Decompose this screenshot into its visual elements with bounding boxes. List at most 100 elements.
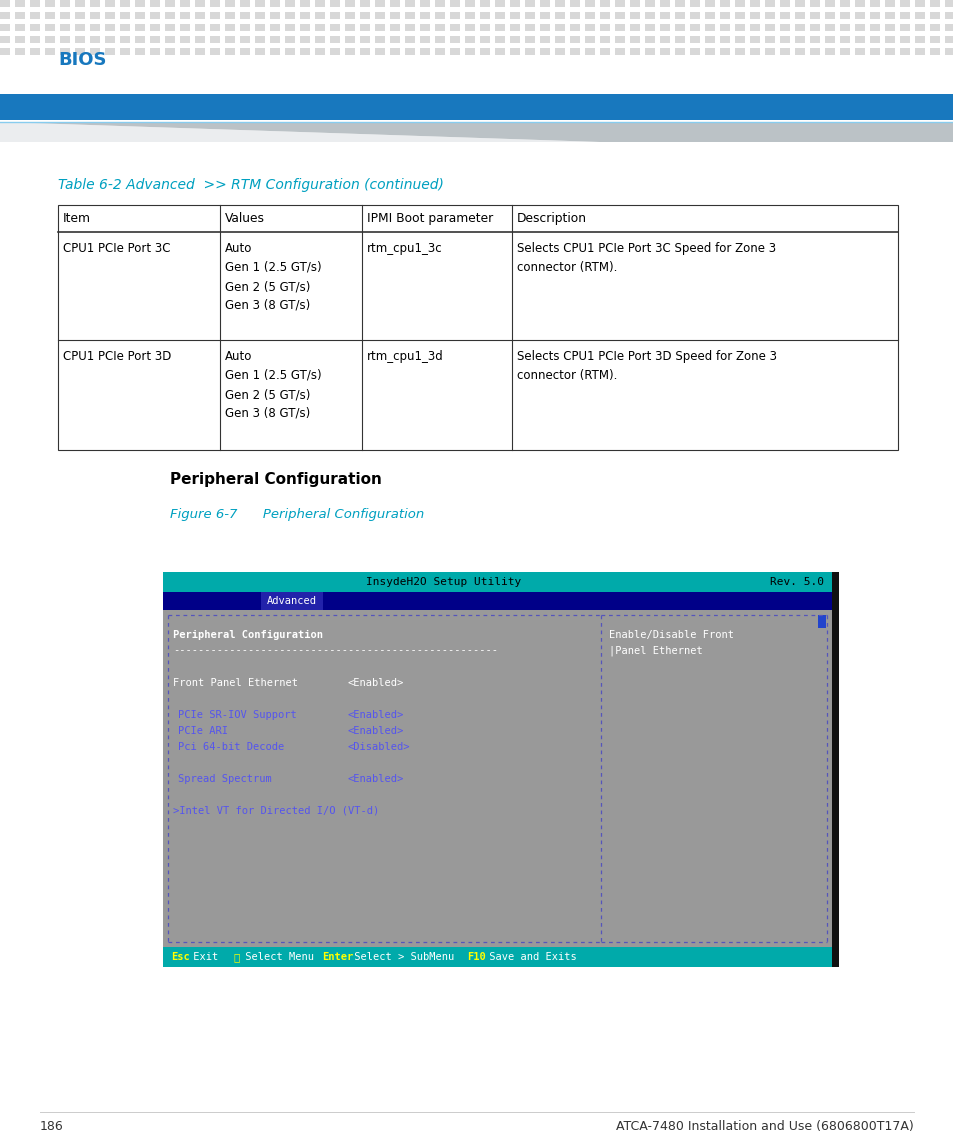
Bar xyxy=(450,35,459,44)
Text: Front Panel Ethernet: Front Panel Ethernet xyxy=(172,678,297,687)
Text: ATCA-7480 Installation and Use (6806800T17A): ATCA-7480 Installation and Use (6806800T… xyxy=(616,1120,913,1134)
Bar xyxy=(419,48,430,55)
Bar xyxy=(261,592,323,610)
Bar xyxy=(584,11,595,19)
Bar xyxy=(60,0,70,7)
Bar xyxy=(720,0,729,7)
Bar xyxy=(689,24,700,31)
Bar xyxy=(720,48,729,55)
Bar xyxy=(899,35,909,44)
Bar xyxy=(734,11,744,19)
Bar xyxy=(405,24,415,31)
Bar xyxy=(764,35,774,44)
Text: Select > SubMenu: Select > SubMenu xyxy=(348,951,491,962)
Bar xyxy=(163,610,831,947)
Bar xyxy=(30,0,40,7)
Bar xyxy=(539,11,550,19)
Text: <Enabled>: <Enabled> xyxy=(348,726,404,735)
Bar xyxy=(419,0,430,7)
Bar xyxy=(30,11,40,19)
Text: Auto: Auto xyxy=(225,350,253,363)
Bar xyxy=(615,11,624,19)
Text: connector (RTM).: connector (RTM). xyxy=(517,261,617,274)
Bar xyxy=(524,0,535,7)
Bar xyxy=(824,24,834,31)
Bar xyxy=(689,48,700,55)
Bar xyxy=(884,35,894,44)
Bar xyxy=(30,24,40,31)
Bar xyxy=(180,0,190,7)
Text: Figure 6-7      Peripheral Configuration: Figure 6-7 Peripheral Configuration xyxy=(170,508,424,521)
Bar xyxy=(0,24,10,31)
Bar xyxy=(899,24,909,31)
Bar xyxy=(285,0,294,7)
Bar xyxy=(90,0,100,7)
Bar xyxy=(899,0,909,7)
Bar xyxy=(704,24,714,31)
Bar xyxy=(914,48,924,55)
Bar xyxy=(899,48,909,55)
Bar xyxy=(809,35,820,44)
Text: Gen 3 (8 GT/s): Gen 3 (8 GT/s) xyxy=(225,406,310,420)
Bar xyxy=(90,11,100,19)
Bar xyxy=(359,35,370,44)
Bar xyxy=(210,48,220,55)
Bar xyxy=(135,35,145,44)
Bar xyxy=(330,0,339,7)
Bar xyxy=(345,0,355,7)
Bar xyxy=(555,48,564,55)
Bar xyxy=(419,35,430,44)
Bar xyxy=(869,35,879,44)
Bar xyxy=(869,48,879,55)
Bar xyxy=(720,11,729,19)
Bar xyxy=(210,24,220,31)
Bar xyxy=(569,48,579,55)
Bar xyxy=(944,0,953,7)
Bar xyxy=(599,35,609,44)
Bar xyxy=(194,35,205,44)
Bar xyxy=(314,11,325,19)
Bar xyxy=(584,35,595,44)
Bar xyxy=(225,11,234,19)
Bar xyxy=(135,48,145,55)
Bar xyxy=(225,48,234,55)
Bar xyxy=(929,24,939,31)
Bar xyxy=(405,0,415,7)
Bar xyxy=(299,35,310,44)
Bar xyxy=(689,11,700,19)
Text: rtm_cpu1_3c: rtm_cpu1_3c xyxy=(367,242,442,255)
Bar xyxy=(60,24,70,31)
Bar xyxy=(464,35,475,44)
Bar xyxy=(764,11,774,19)
Bar xyxy=(375,35,385,44)
Text: Gen 3 (8 GT/s): Gen 3 (8 GT/s) xyxy=(225,299,310,311)
Bar xyxy=(30,48,40,55)
Bar xyxy=(854,35,864,44)
Bar xyxy=(704,35,714,44)
Bar xyxy=(780,0,789,7)
Bar xyxy=(60,11,70,19)
Bar xyxy=(675,11,684,19)
Bar xyxy=(375,24,385,31)
Text: <Enabled>: <Enabled> xyxy=(348,678,404,687)
Bar xyxy=(0,11,10,19)
Bar xyxy=(405,35,415,44)
Bar xyxy=(689,0,700,7)
Bar xyxy=(285,24,294,31)
Bar xyxy=(569,24,579,31)
Bar xyxy=(240,24,250,31)
Bar xyxy=(45,0,55,7)
Bar xyxy=(659,24,669,31)
Bar xyxy=(720,24,729,31)
Bar xyxy=(555,35,564,44)
Text: Esc: Esc xyxy=(171,951,190,962)
Bar xyxy=(0,48,10,55)
Bar xyxy=(210,35,220,44)
Bar xyxy=(809,0,820,7)
Bar xyxy=(165,24,174,31)
Bar xyxy=(75,11,85,19)
Bar xyxy=(929,11,939,19)
Bar xyxy=(150,35,160,44)
Bar xyxy=(644,48,655,55)
Bar xyxy=(45,24,55,31)
